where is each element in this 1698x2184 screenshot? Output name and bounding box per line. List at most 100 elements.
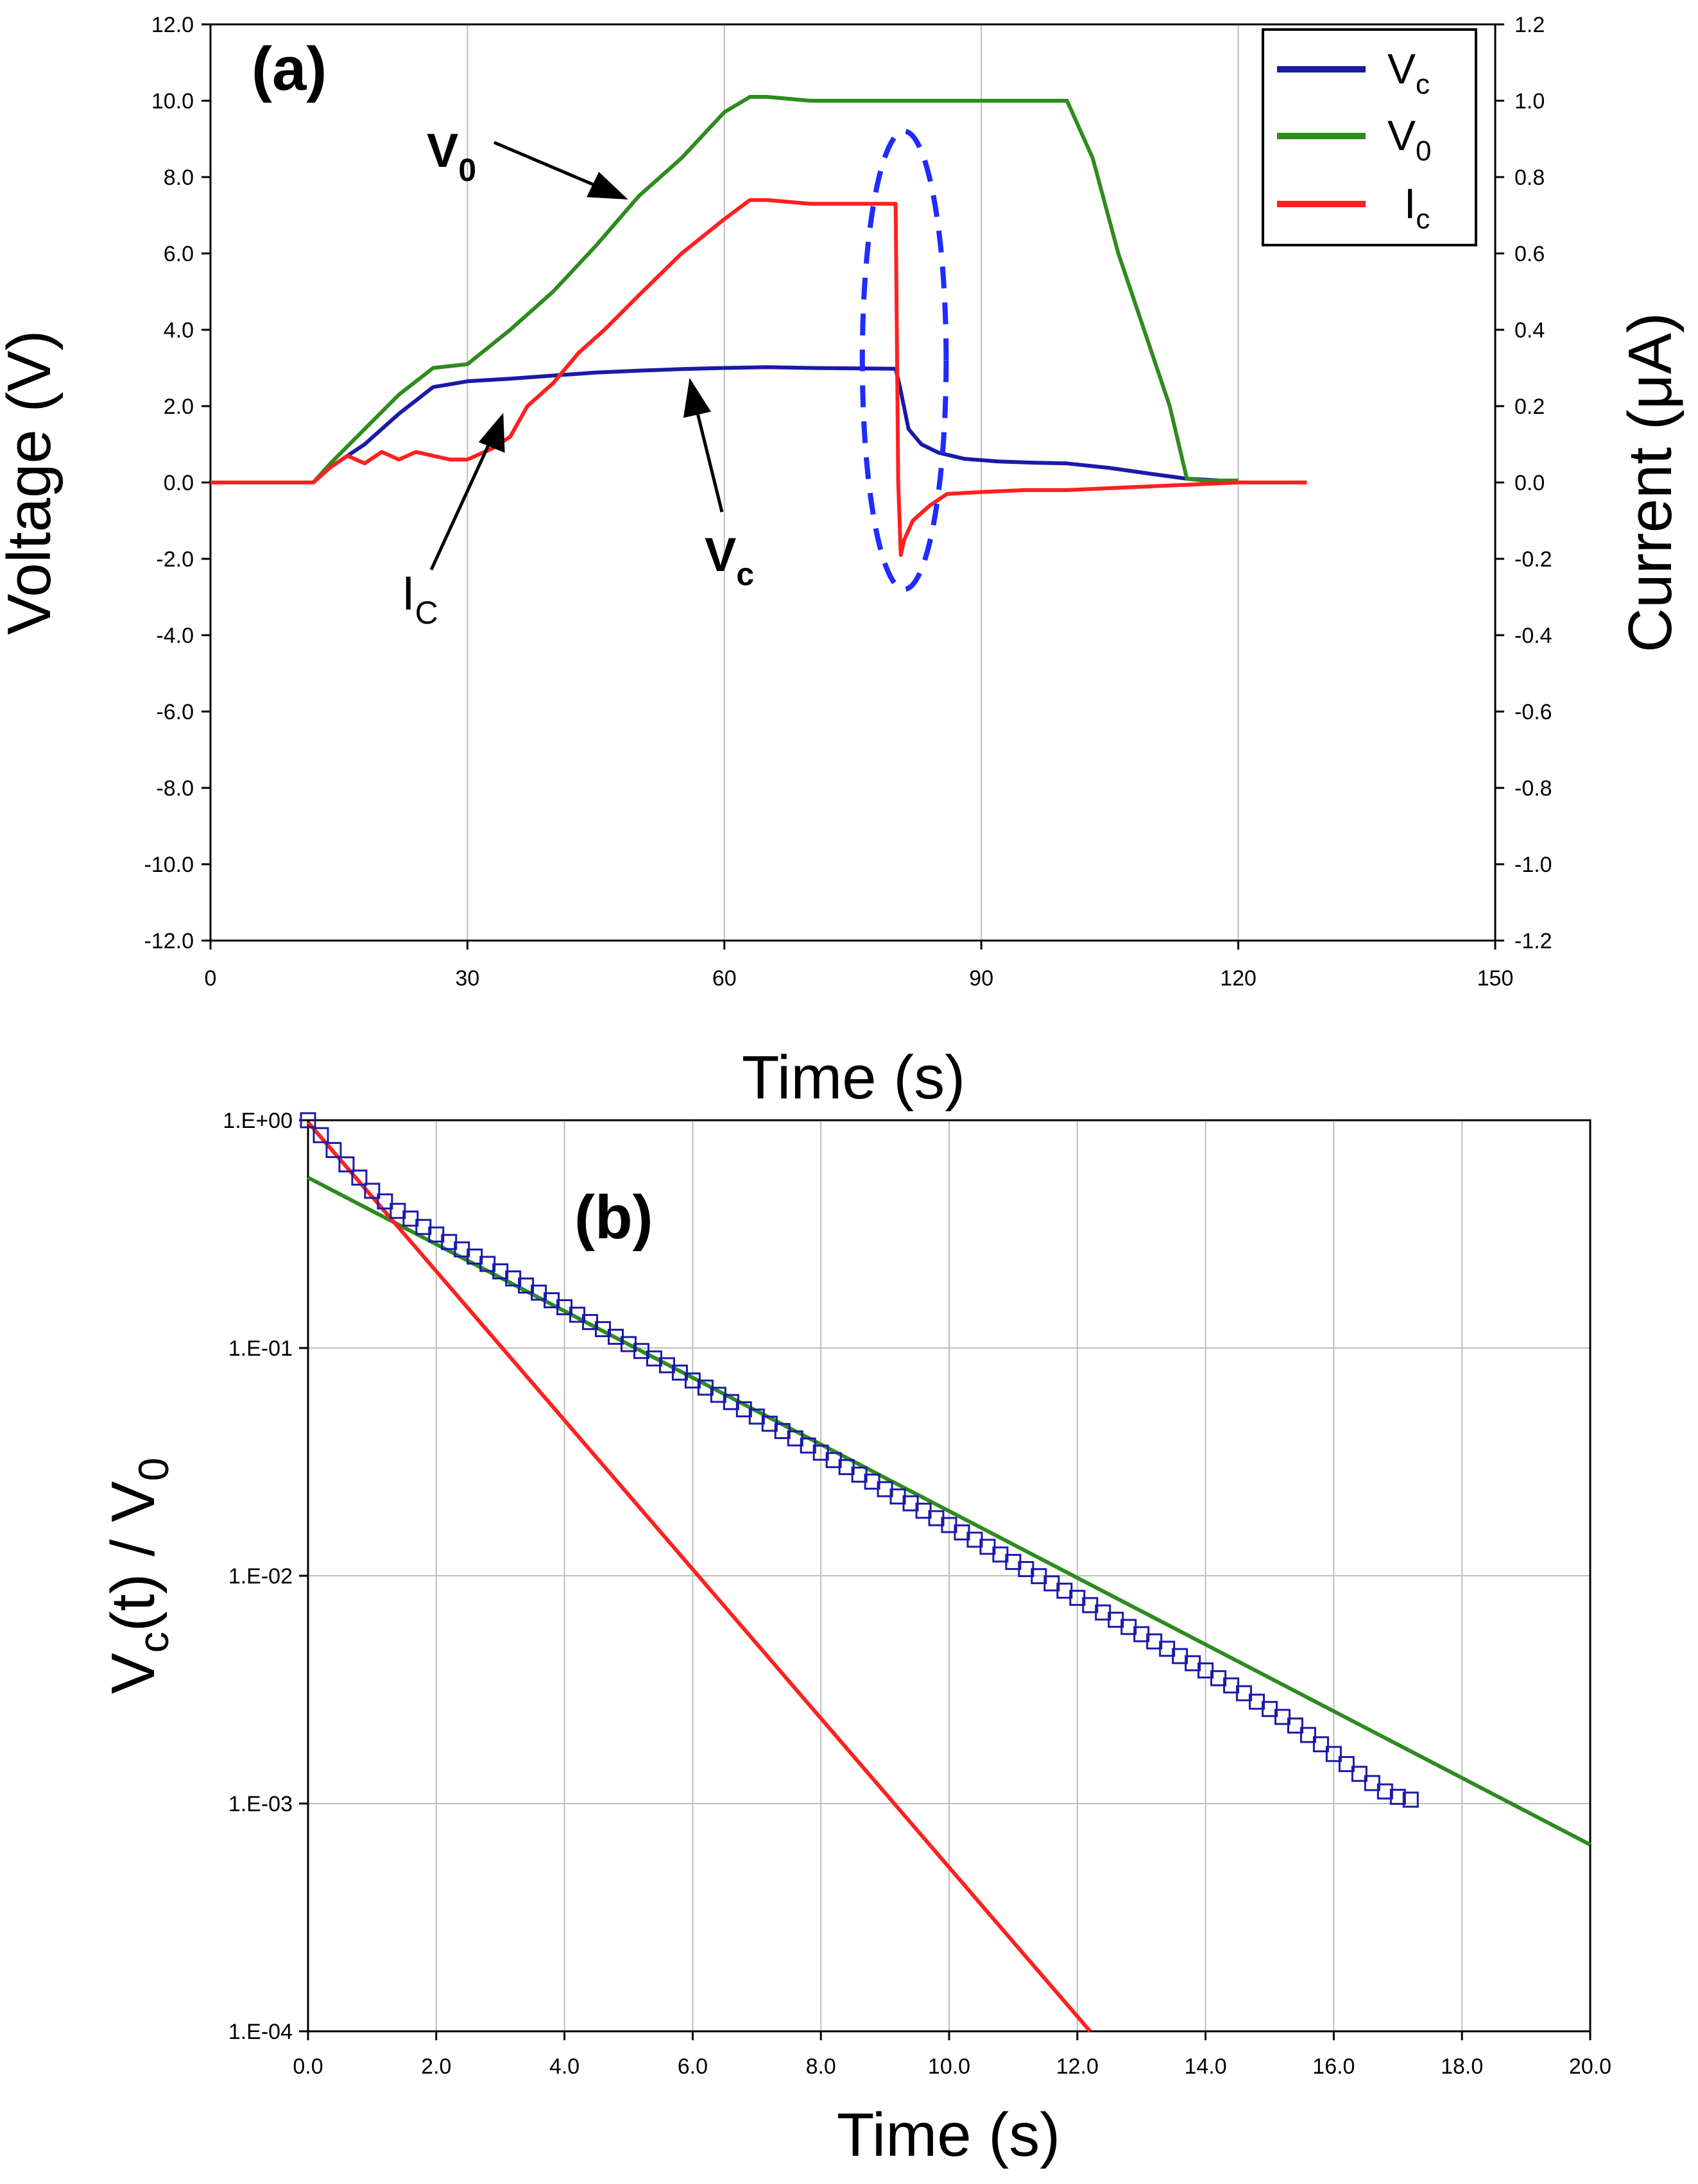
- chart-a-y-tick-label: 0.0: [164, 471, 194, 495]
- chart-b-data-point: [1402, 1791, 1419, 1808]
- arrow-vc-head: [683, 378, 712, 418]
- chart-b-data-point: [1364, 1775, 1380, 1791]
- chart-a-x-tick-label: 150: [1477, 966, 1514, 991]
- arrow-v0-head: [587, 171, 628, 200]
- chart-b-fit-lines: [306, 1121, 1591, 2033]
- chart-a-y-axis-title: Voltage (V): [0, 330, 64, 635]
- chart-b-gridlines: [308, 1120, 1590, 2031]
- chart-b-x-tick-label: 6.0: [678, 2054, 708, 2079]
- chart-b-data-point: [1389, 1789, 1406, 1805]
- chart-b-x-tick-label: 10.0: [928, 2054, 970, 2079]
- chart-a-y-tick-label: -4.0: [156, 624, 194, 648]
- chart-b-x-tick-label: 16.0: [1312, 2054, 1355, 2079]
- chart-a-x-tick-label: 30: [455, 966, 479, 991]
- arrow-v0: [493, 141, 597, 188]
- chart-a-y2-tick-label: 0.0: [1514, 471, 1545, 495]
- chart-b-data-point: [377, 1193, 393, 1210]
- chart-b-data-point: [338, 1156, 355, 1173]
- chart-b-y-tick-label: 1.E-03: [228, 1792, 293, 1816]
- chart-a-x-tick-label: 90: [969, 966, 993, 991]
- legend-label-v0: V0: [1387, 112, 1432, 167]
- chart-a-x-tick-label: 0: [205, 966, 217, 991]
- chart-a-y2-tick-label: 0.6: [1514, 242, 1545, 266]
- chart-a-annotation-arrows: [429, 141, 724, 571]
- chart-b-fast-fit: [306, 1121, 1092, 2033]
- chart-a-annotation-vc: Vc: [705, 528, 754, 592]
- legend-label-vc: Vc: [1387, 45, 1430, 100]
- chart-a-series: [210, 95, 1307, 557]
- chart-a-ticks: 0 30 60 90 120 150 12.0 10.0 8.0 6.0 4.0 2.0 0.0 -2.0…: [144, 13, 1552, 991]
- chart-a-legend: Vc V0 Ic: [1262, 28, 1477, 246]
- chart-b-data-point: [351, 1169, 368, 1186]
- chart-b-x-axis-title: Time (s): [837, 2101, 1060, 2169]
- arrow-ic: [429, 443, 491, 571]
- arrow-ic-head: [478, 413, 505, 453]
- chart-b-x-tick-label: 0.0: [293, 2054, 323, 2079]
- chart-b-x-tick-label: 2.0: [421, 2054, 451, 2079]
- chart-a-y-tick-label: 8.0: [164, 166, 194, 190]
- chart-a-y-tick-label: -6.0: [156, 700, 194, 724]
- chart-a-annotation-ic: IC: [402, 567, 438, 631]
- chart-a-y-tick-label: 4.0: [164, 318, 194, 343]
- chart-a-y-tick-label: -10.0: [144, 853, 194, 877]
- chart-a: 0 30 60 90 120 150 12.0 10.0 8.0 6.0 4.0 2.0 0.0 -2.0…: [0, 13, 1685, 1112]
- chart-a-y2-tick-label: -0.4: [1514, 624, 1552, 648]
- chart-a-y-tick-label: 10.0: [151, 89, 194, 114]
- chart-b-data-point: [325, 1141, 342, 1158]
- chart-a-x-tick-label: 120: [1220, 966, 1256, 991]
- chart-a-y-tick-label: 2.0: [164, 395, 194, 419]
- chart-b-y-tick-label: 1.E+00: [223, 1109, 293, 1133]
- chart-b-data-point: [300, 1112, 316, 1129]
- chart-b-data-point: [402, 1210, 419, 1227]
- chart-a-y2-tick-label: 0.2: [1514, 395, 1545, 419]
- chart-b-x-tick-label: 18.0: [1441, 2054, 1483, 2079]
- chart-a-y2-tick-label: -0.8: [1514, 776, 1552, 801]
- chart-b-data-point: [313, 1127, 329, 1143]
- chart-a-y-tick-label: -2.0: [156, 547, 194, 572]
- legend-label-ic: Ic: [1404, 180, 1430, 235]
- chart-b-data-points: [300, 1112, 1419, 1808]
- chart-a-series-ic: [210, 198, 1307, 557]
- chart-a-y2-tick-label: 1.0: [1514, 89, 1545, 114]
- chart-a-y2-axis-title: Current (μA): [1616, 312, 1685, 653]
- chart-b-data-point: [1236, 1685, 1253, 1702]
- chart-b-y-axis-title: Vc(t) / V0: [99, 1458, 177, 1694]
- chart-b-data-point: [364, 1182, 381, 1199]
- chart-b-data-point: [1299, 1727, 1316, 1743]
- chart-a-y-tick-label: -8.0: [156, 776, 194, 801]
- chart-b-x-tick-label: 14.0: [1185, 2054, 1227, 2079]
- chart-b-y-tick-label: 1.E-01: [228, 1336, 293, 1361]
- chart-b-data-point: [1325, 1746, 1342, 1762]
- chart-b-y-tick-label: 1.E-02: [228, 1564, 293, 1589]
- chart-a-y-tick-label: -12.0: [144, 929, 194, 953]
- chart-b-x-tick-label: 4.0: [549, 2054, 579, 2079]
- chart-b-y-tick-label: 1.E-04: [228, 2020, 293, 2044]
- chart-a-y-tick-label: 12.0: [151, 13, 194, 37]
- chart-b-data-point: [1338, 1756, 1355, 1773]
- chart-a-series-v0: [210, 95, 1239, 484]
- chart-a-series-vc: [210, 365, 1239, 484]
- chart-a-x-axis-title: Time (s): [742, 1043, 965, 1112]
- chart-a-y2-tick-label: -1.0: [1514, 853, 1552, 877]
- chart-b-slow-fit: [307, 1175, 1591, 1847]
- chart-a-ellipse-annotation: [859, 128, 949, 592]
- chart-b-data-point: [1274, 1709, 1291, 1725]
- chart-a-panel-label: (a): [252, 35, 327, 103]
- chart-a-y-tick-label: 6.0: [164, 242, 194, 266]
- chart-a-y2-tick-label: 0.8: [1514, 166, 1545, 190]
- chart-b-panel-label: (b): [574, 1183, 653, 1252]
- chart-b-data-point: [1312, 1736, 1329, 1753]
- chart-b-x-tick-label: 12.0: [1056, 2054, 1099, 2079]
- chart-a-y2-tick-label: -1.2: [1514, 929, 1552, 953]
- chart-b: 0.0 2.0 4.0 6.0 8.0 10.0 12.0 14.0 16.0 18.0 20.0 1…: [99, 1109, 1611, 2169]
- arrow-vc: [695, 410, 724, 513]
- chart-a-x-tick-label: 60: [712, 966, 737, 991]
- chart-b-ticks: 0.0 2.0 4.0 6.0 8.0 10.0 12.0 14.0 16.0 18.0 20.0 1…: [223, 1109, 1611, 2079]
- chart-a-y2-tick-label: -0.6: [1514, 700, 1552, 724]
- chart-b-data-point: [1376, 1783, 1393, 1800]
- chart-a-annotation-v0: V0: [427, 124, 476, 188]
- chart-a-y2-tick-label: -0.2: [1514, 547, 1552, 572]
- chart-b-data-point: [1351, 1766, 1368, 1782]
- chart-a-y2-tick-label: 0.4: [1514, 318, 1545, 343]
